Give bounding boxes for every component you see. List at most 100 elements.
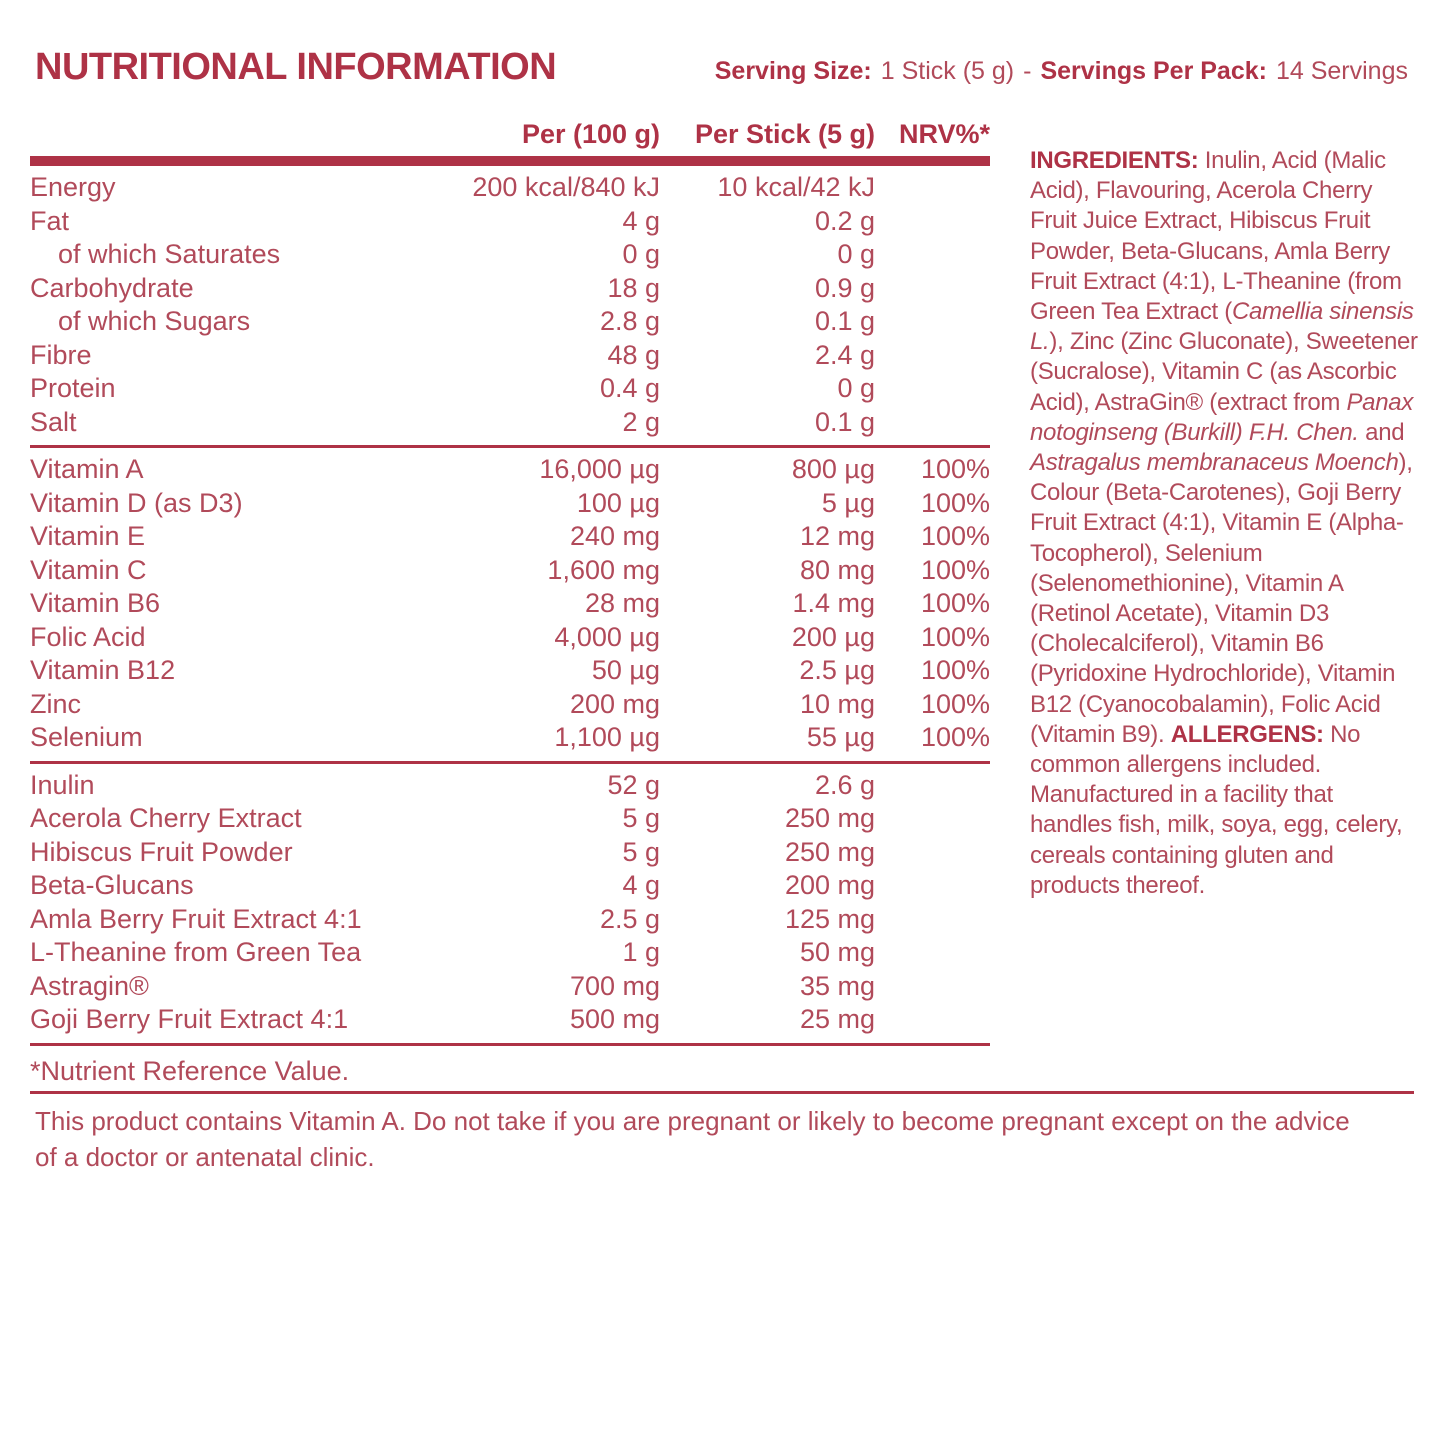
row-label: Hibiscus Fruit Powder: [30, 836, 293, 867]
row-per-stick-value: 250 mg: [784, 836, 875, 867]
col-header-nrv: NRV%*: [898, 119, 990, 149]
row-label: Vitamin E: [30, 521, 146, 551]
row-per-100g-value: 200 kcal/840 kJ: [472, 172, 660, 202]
ingredient-segment: Astragalus membranaceus Moench: [1030, 449, 1399, 477]
ingredient-segment: and: [1358, 418, 1405, 446]
row-per-100g-value: 500 mg: [569, 1004, 660, 1034]
row-per-100g-value: 4 g: [622, 205, 660, 236]
row-per-stick-value: 250 mg: [784, 803, 875, 833]
row-per-100g-value: 2.5 g: [599, 903, 660, 934]
table-row: Salt 2 g 0.1 g: [30, 406, 990, 440]
nutrition-table: Per (100 g) Per Stick (5 g) NRV%* Energy…: [30, 108, 990, 1087]
table-row: Fat 4 g 0.2 g: [30, 205, 990, 239]
table-row: Carbohydrate 18 g 0.9 g: [30, 272, 990, 306]
row-per-100g-value: 48 g: [607, 339, 660, 370]
row-per-stick-value: 200 mg: [784, 870, 875, 900]
row-label: of which Saturates: [58, 239, 281, 269]
table-row: L-Theanine from Green Tea 1 g 50 mg: [30, 936, 990, 970]
row-label: Fat: [30, 205, 70, 236]
row-per-stick-value: 0.1 g: [814, 406, 875, 437]
row-per-100g-value: 1,600 mg: [547, 554, 660, 585]
table-row: Selenium 1,100 µg 55 µg 100%: [30, 721, 990, 755]
row-per-100g-value: 52 g: [607, 769, 660, 800]
table-row: Amla Berry Fruit Extract 4:1 2.5 g 125 mg: [30, 903, 990, 937]
table-row: Beta-Glucans 4 g 200 mg: [30, 869, 990, 903]
row-per-100g-value: 5 g: [622, 803, 660, 833]
row-per-100g-value: 1,100 µg: [554, 722, 660, 752]
row-label: Salt: [30, 406, 77, 437]
row-nrv-value: 100%: [920, 588, 990, 618]
col-header-per-stick: Per Stick (5 g): [694, 119, 875, 149]
row-per-stick-value: 55 µg: [806, 722, 875, 752]
row-label: Inulin: [30, 769, 95, 800]
row-per-100g-value: 240 mg: [569, 521, 660, 551]
table-row: of which Saturates 0 g 0 g: [30, 238, 990, 272]
serving-size-label: Serving Size:: [714, 57, 872, 85]
ingredient-segment: Inulin, Acid (Malic Acid), Flavouring, A…: [1030, 147, 1402, 326]
row-nrv-value: 100%: [920, 521, 990, 551]
table-row: Acerola Cherry Extract 5 g 250 mg: [30, 802, 990, 836]
row-per-stick-value: 10 kcal/42 kJ: [717, 172, 875, 202]
row-nrv-value: 100%: [920, 688, 990, 719]
row-label: Energy: [30, 172, 116, 202]
table-row: Vitamin C 1,600 mg 80 mg 100%: [30, 554, 990, 588]
row-nrv-value: 100%: [920, 722, 990, 752]
row-per-stick-value: 0 g: [837, 239, 875, 269]
table-row: Zinc 200 mg 10 mg 100%: [30, 688, 990, 722]
row-per-stick-value: 0 g: [837, 373, 875, 403]
row-per-100g-value: 100 µg: [576, 487, 660, 518]
table-row: Protein 0.4 g 0 g: [30, 372, 990, 406]
ingredient-segment: Panax notoginseng (Burkill) F.H. Chen.: [1030, 388, 1414, 446]
ingredient-segment: INGREDIENTS:: [1030, 147, 1205, 174]
page-title: NUTRITIONAL INFORMATION: [35, 46, 557, 88]
row-label: Acerola Cherry Extract: [30, 803, 302, 833]
ingredient-segment: No common allergens included. Manufactur…: [1030, 720, 1403, 899]
row-nrv-value: 100%: [920, 554, 990, 585]
row-per-stick-value: 125 mg: [784, 903, 875, 934]
servings-per-pack-label: Servings Per Pack:: [1040, 57, 1267, 85]
row-nrv-value: 100%: [920, 487, 990, 518]
table-header-row: Per (100 g) Per Stick (5 g) NRV%*: [30, 108, 990, 156]
table-row: Hibiscus Fruit Powder 5 g 250 mg: [30, 836, 990, 870]
row-per-stick-value: 80 mg: [799, 554, 875, 585]
row-per-100g-value: 4 g: [622, 870, 660, 900]
ingredient-segment: ), Zinc (Zinc Gluconate), Sweetener (Suc…: [1030, 328, 1418, 416]
nutrition-table-body: Energy 200 kcal/840 kJ 10 kcal/42 kJ Fat 4 g…: [30, 166, 990, 1046]
row-label: Carbohydrate: [30, 272, 194, 303]
row-label: Astragin®: [30, 970, 149, 1001]
table-row: Vitamin B12 50 µg 2.5 µg 100%: [30, 654, 990, 688]
table-section: Inulin 52 g 2.6 g Acerola Cherry Extract 5 g…: [30, 764, 990, 1046]
divider-rule: [30, 1091, 1414, 1094]
table-row: of which Sugars 2.8 g 0.1 g: [30, 305, 990, 339]
row-label: Vitamin A: [30, 454, 144, 484]
row-per-100g-value: 5 g: [622, 836, 660, 867]
row-label: Vitamin C: [30, 554, 147, 585]
row-label: of which Sugars: [58, 306, 251, 336]
row-nrv-value: 100%: [920, 621, 990, 652]
row-per-stick-value: 0.2 g: [814, 205, 875, 236]
row-per-100g-value: 1 g: [622, 937, 660, 967]
row-label: Fibre: [30, 339, 92, 370]
row-per-stick-value: 800 µg: [791, 454, 875, 484]
table-row: Vitamin D (as D3) 100 µg 5 µg 100%: [30, 487, 990, 521]
row-per-stick-value: 35 mg: [799, 970, 875, 1001]
row-per-100g-value: 0 g: [622, 239, 660, 269]
row-per-stick-value: 2.6 g: [814, 769, 875, 800]
row-per-100g-value: 50 µg: [591, 655, 660, 685]
table-row: Vitamin B6 28 mg 1.4 mg 100%: [30, 587, 990, 621]
ingredient-segment: ALLERGENS:: [1170, 720, 1331, 748]
row-per-100g-value: 700 mg: [569, 970, 660, 1001]
row-per-100g-value: 0.4 g: [599, 373, 660, 403]
servings-per-pack-value: 14 Servings: [1275, 57, 1408, 85]
row-per-stick-value: 25 mg: [799, 1004, 875, 1034]
row-per-100g-value: 16,000 µg: [539, 454, 660, 484]
row-per-stick-value: 0.9 g: [814, 272, 875, 303]
table-footnote: *Nutrient Reference Value.: [30, 1055, 350, 1086]
row-label: Beta-Glucans: [30, 870, 194, 900]
row-per-100g-value: 4,000 µg: [554, 621, 660, 652]
serving-size-value: 1 Stick (5 g): [880, 57, 1015, 85]
row-per-stick-value: 50 mg: [799, 937, 875, 967]
table-section: Energy 200 kcal/840 kJ 10 kcal/42 kJ Fat 4 g…: [30, 166, 990, 448]
row-per-stick-value: 2.5 µg: [799, 655, 875, 685]
table-row: Energy 200 kcal/840 kJ 10 kcal/42 kJ: [30, 171, 990, 205]
